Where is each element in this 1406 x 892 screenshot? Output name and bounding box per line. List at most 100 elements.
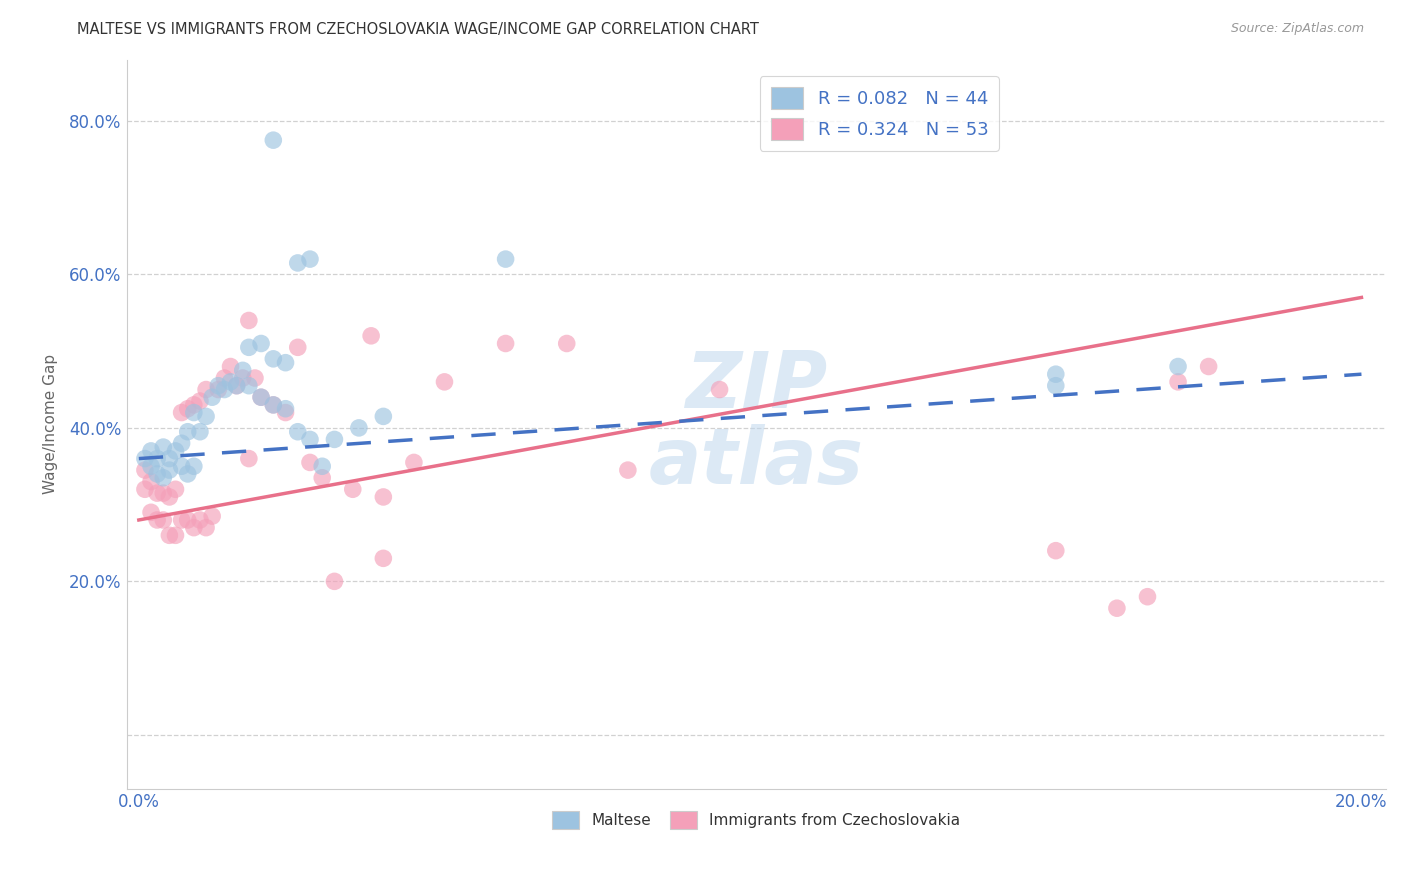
Point bbox=[214, 371, 236, 385]
Point bbox=[250, 390, 273, 404]
Point bbox=[146, 486, 169, 500]
Point bbox=[157, 490, 180, 504]
Point bbox=[243, 371, 266, 385]
Point bbox=[262, 398, 284, 412]
Point bbox=[311, 459, 333, 474]
Point bbox=[183, 459, 205, 474]
Point bbox=[157, 463, 180, 477]
Point bbox=[177, 467, 200, 481]
Point bbox=[183, 398, 205, 412]
Point bbox=[1105, 601, 1128, 615]
Point bbox=[177, 425, 200, 439]
Point bbox=[495, 336, 517, 351]
Point bbox=[402, 455, 425, 469]
Point bbox=[1198, 359, 1220, 374]
Point bbox=[617, 463, 640, 477]
Point bbox=[225, 378, 247, 392]
Point bbox=[360, 328, 382, 343]
Point bbox=[170, 459, 193, 474]
Point bbox=[232, 371, 254, 385]
Point bbox=[157, 451, 180, 466]
Point bbox=[214, 383, 236, 397]
Point bbox=[139, 459, 162, 474]
Point bbox=[177, 513, 200, 527]
Point bbox=[225, 378, 247, 392]
Point bbox=[238, 378, 260, 392]
Point bbox=[139, 475, 162, 489]
Point bbox=[323, 574, 346, 589]
Point bbox=[219, 359, 242, 374]
Point bbox=[709, 383, 731, 397]
Point bbox=[201, 509, 224, 524]
Point bbox=[134, 483, 156, 497]
Point bbox=[373, 409, 395, 424]
Point bbox=[238, 340, 260, 354]
Point bbox=[311, 471, 333, 485]
Point bbox=[298, 455, 321, 469]
Point bbox=[207, 378, 229, 392]
Point bbox=[165, 444, 187, 458]
Point bbox=[152, 471, 174, 485]
Point bbox=[152, 486, 174, 500]
Point bbox=[323, 433, 346, 447]
Text: Source: ZipAtlas.com: Source: ZipAtlas.com bbox=[1230, 22, 1364, 36]
Point bbox=[274, 356, 297, 370]
Point bbox=[250, 336, 273, 351]
Point bbox=[146, 451, 169, 466]
Point bbox=[298, 252, 321, 266]
Legend: Maltese, Immigrants from Czechoslovakia: Maltese, Immigrants from Czechoslovakia bbox=[546, 805, 967, 836]
Point bbox=[170, 406, 193, 420]
Point bbox=[433, 375, 456, 389]
Point bbox=[287, 425, 309, 439]
Point bbox=[134, 451, 156, 466]
Point bbox=[146, 467, 169, 481]
Point bbox=[183, 521, 205, 535]
Point bbox=[188, 394, 211, 409]
Point bbox=[146, 513, 169, 527]
Point bbox=[238, 451, 260, 466]
Point bbox=[298, 433, 321, 447]
Point bbox=[170, 436, 193, 450]
Point bbox=[139, 444, 162, 458]
Point bbox=[195, 383, 218, 397]
Point bbox=[1045, 543, 1067, 558]
Point bbox=[232, 363, 254, 377]
Point bbox=[183, 406, 205, 420]
Point bbox=[555, 336, 578, 351]
Point bbox=[1136, 590, 1159, 604]
Point bbox=[139, 505, 162, 519]
Point bbox=[134, 463, 156, 477]
Point bbox=[188, 425, 211, 439]
Point bbox=[238, 313, 260, 327]
Point bbox=[274, 406, 297, 420]
Point bbox=[157, 528, 180, 542]
Point bbox=[219, 375, 242, 389]
Point bbox=[250, 390, 273, 404]
Point bbox=[1045, 367, 1067, 381]
Point bbox=[495, 252, 517, 266]
Point bbox=[165, 483, 187, 497]
Point bbox=[1045, 378, 1067, 392]
Point bbox=[152, 513, 174, 527]
Point bbox=[207, 383, 229, 397]
Point bbox=[195, 409, 218, 424]
Point bbox=[287, 340, 309, 354]
Point bbox=[262, 133, 284, 147]
Point bbox=[152, 440, 174, 454]
Point bbox=[165, 528, 187, 542]
Point bbox=[1167, 375, 1189, 389]
Point bbox=[262, 398, 284, 412]
Point bbox=[170, 513, 193, 527]
Text: MALTESE VS IMMIGRANTS FROM CZECHOSLOVAKIA WAGE/INCOME GAP CORRELATION CHART: MALTESE VS IMMIGRANTS FROM CZECHOSLOVAKI… bbox=[77, 22, 759, 37]
Point bbox=[287, 256, 309, 270]
Point bbox=[373, 551, 395, 566]
Point bbox=[347, 421, 370, 435]
Point bbox=[274, 401, 297, 416]
Point bbox=[373, 490, 395, 504]
Y-axis label: Wage/Income Gap: Wage/Income Gap bbox=[44, 354, 58, 494]
Point bbox=[177, 401, 200, 416]
Point bbox=[342, 483, 364, 497]
Point bbox=[195, 521, 218, 535]
Point bbox=[188, 513, 211, 527]
Point bbox=[201, 390, 224, 404]
